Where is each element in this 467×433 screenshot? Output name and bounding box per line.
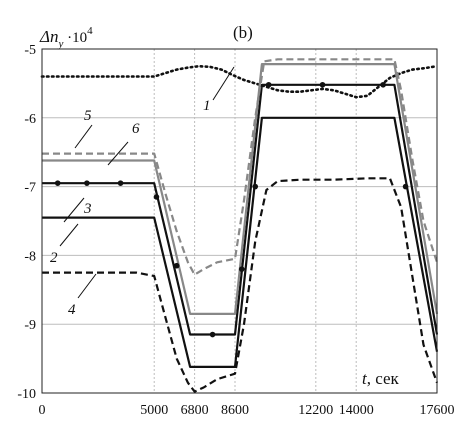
tick-labels: -5 -6 -7 -8 -9 -100 5000 6800 8600 12200 14000 1760… (17, 43, 454, 418)
curve-label-5: 5 (84, 108, 92, 124)
curve-leader-5 (74, 124, 93, 149)
series-line-3 (42, 83, 439, 336)
series-line-4 (42, 177, 439, 393)
series-marker-3 (380, 81, 386, 88)
series-marker-3 (319, 81, 326, 88)
x-tick-label: 5000 (140, 403, 168, 418)
curve-label-4: 4 (68, 302, 76, 318)
y-tick-label: -10 (17, 387, 36, 402)
x-tick-label: 0 (39, 403, 46, 418)
y-tick-label: -6 (24, 112, 36, 127)
series-marker-3 (117, 180, 124, 186)
x-tick-label: 12200 (298, 403, 333, 418)
series-line-1 (40, 64, 439, 99)
curve-label-3: 3 (83, 201, 92, 217)
x-axis-label-var: t (362, 369, 368, 388)
series-marker-3 (265, 81, 272, 88)
series-marker-3 (209, 331, 216, 338)
y-tick-label: -5 (24, 43, 36, 58)
series-marker-3 (238, 266, 245, 272)
series-marker-3 (173, 262, 180, 269)
x-tick-label: 17600 (420, 403, 455, 418)
series-marker-3 (402, 183, 409, 190)
curve-leader-1 (212, 66, 235, 101)
series-marker-3 (54, 180, 61, 186)
x-tick-label: 8600 (221, 403, 249, 418)
curve-leader-6 (107, 141, 129, 166)
y-tick-label: -8 (24, 249, 36, 264)
markers-layer (54, 81, 409, 338)
x-axis-label: t, сек (362, 369, 400, 388)
series-marker-3 (252, 183, 259, 190)
plot-frame (41, 48, 438, 394)
curve-label-1: 1 (203, 98, 211, 114)
grid (41, 48, 438, 394)
series-marker-3 (84, 180, 90, 186)
series-line-5 (42, 58, 439, 276)
curve-leader-3 (63, 197, 85, 223)
y-axis-label: Δny ·104 (39, 25, 93, 50)
y-tick-label: -9 (24, 318, 36, 333)
series-line-6 (42, 62, 439, 315)
y-tick-label: -7 (24, 181, 36, 196)
y-axis-label-sub: y (57, 38, 63, 50)
y-axis-label-suffix: ·10 (63, 30, 87, 46)
series-layer (40, 58, 439, 393)
curve-leader-4 (77, 273, 97, 299)
curve-labels: 1 2 3 4 5 6 (50, 66, 235, 318)
curve-label-6: 6 (132, 121, 140, 137)
series-line-2 (42, 116, 439, 368)
y-axis-label-exp: 4 (87, 25, 93, 37)
x-axis-label-unit: , сек (367, 369, 400, 388)
curve-label-2: 2 (50, 250, 58, 266)
y-axis-label-main: Δn (39, 27, 58, 46)
panel-label: (b) (233, 23, 253, 42)
curve-leader-2 (59, 223, 79, 247)
x-tick-label: 14000 (339, 403, 374, 418)
series-marker-3 (153, 194, 160, 200)
x-tick-label: 6800 (181, 403, 209, 418)
